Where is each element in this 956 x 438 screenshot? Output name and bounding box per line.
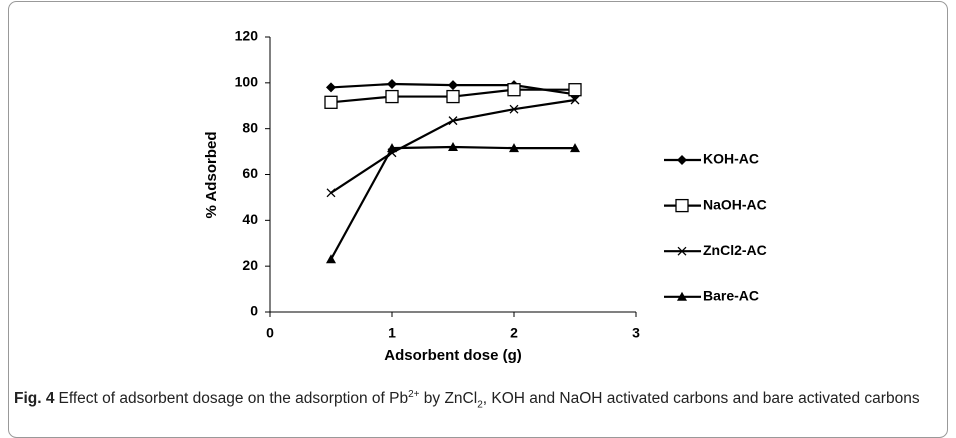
y-tick-label: 40 <box>242 211 258 227</box>
marker <box>509 143 519 153</box>
marker <box>326 254 336 264</box>
marker <box>446 89 460 104</box>
marker <box>326 82 336 93</box>
marker <box>677 246 687 256</box>
caption: Fig. 4 Effect of adsorbent dosage on the … <box>14 384 944 416</box>
marker <box>448 80 458 91</box>
y-tick-label: 120 <box>235 28 259 44</box>
legend-label: ZnCl2-AC <box>703 242 767 258</box>
y-tick-label: 80 <box>242 119 258 135</box>
x-tick-label: 0 <box>266 325 274 341</box>
legend-label: NaOH-AC <box>703 196 767 212</box>
caption-text: Effect of adsorbent dosage on the adsorp… <box>58 390 409 408</box>
frame <box>8 1 948 438</box>
caption-text: by ZnCl <box>419 390 478 408</box>
series-line <box>330 145 575 260</box>
marker <box>324 95 338 109</box>
y-tick-label: 20 <box>242 257 258 273</box>
marker <box>448 116 458 126</box>
marker <box>570 143 580 153</box>
caption-label: Fig. 4 <box>14 390 55 408</box>
caption-sup: 2+ <box>408 389 420 400</box>
caption-text: , KOH and NaOH activated carbons and bar… <box>482 390 920 408</box>
legend-label: KOH-AC <box>703 151 759 167</box>
marker <box>677 155 687 165</box>
x-tick-label: 2 <box>510 325 518 341</box>
x-tick-label: 3 <box>632 325 640 341</box>
marker <box>448 142 458 151</box>
y-axis-title: % Adsorbed <box>203 132 220 219</box>
marker <box>509 104 519 114</box>
marker <box>387 78 397 89</box>
marker <box>675 198 689 213</box>
y-tick-label: 60 <box>242 165 258 181</box>
marker <box>385 89 399 104</box>
marker <box>387 143 397 153</box>
x-axis-title: Adsorbent dose (g) <box>384 347 522 364</box>
x-tick-label: 1 <box>388 325 396 341</box>
legend-label: Bare-AC <box>703 288 759 304</box>
caption-sub: 2 <box>477 399 483 411</box>
marker <box>507 83 521 97</box>
marker <box>568 83 582 97</box>
y-tick-label: 100 <box>235 74 259 90</box>
marker <box>677 291 687 301</box>
y-tick-label: 0 <box>250 303 258 319</box>
marker <box>570 95 580 105</box>
marker <box>326 188 336 198</box>
